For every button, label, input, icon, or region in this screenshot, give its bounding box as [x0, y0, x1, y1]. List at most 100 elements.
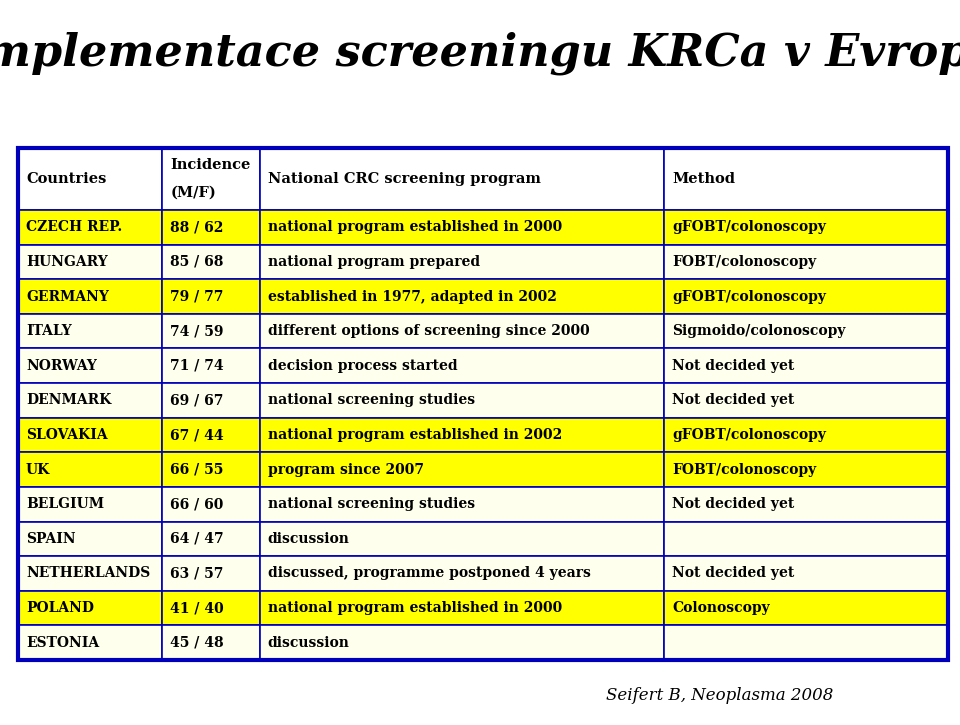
Bar — [260, 244, 664, 279]
Bar — [18, 452, 162, 487]
Bar — [664, 148, 948, 210]
Text: gFOBT/colonoscopy: gFOBT/colonoscopy — [672, 289, 827, 304]
Bar — [162, 383, 260, 418]
Bar — [260, 349, 664, 383]
Bar — [664, 521, 948, 556]
Text: discussion: discussion — [268, 532, 349, 546]
Bar — [162, 521, 260, 556]
Bar — [18, 349, 162, 383]
Bar — [260, 418, 664, 452]
Bar — [664, 244, 948, 279]
Bar — [162, 418, 260, 452]
Text: national screening studies: national screening studies — [268, 497, 475, 511]
Text: established in 1977, adapted in 2002: established in 1977, adapted in 2002 — [268, 289, 557, 304]
Bar — [18, 210, 162, 244]
Text: ITALY: ITALY — [26, 324, 72, 338]
Bar — [260, 591, 664, 626]
Text: DENMARK: DENMARK — [26, 394, 111, 407]
Text: Seifert B, Neoplasma 2008: Seifert B, Neoplasma 2008 — [607, 687, 833, 703]
Bar — [260, 521, 664, 556]
Bar — [162, 487, 260, 521]
Text: 66 / 55: 66 / 55 — [170, 463, 224, 476]
Bar — [18, 487, 162, 521]
Text: HUNGARY: HUNGARY — [26, 255, 108, 269]
Text: Sigmoido/colonoscopy: Sigmoido/colonoscopy — [672, 324, 846, 338]
Bar — [18, 148, 948, 660]
Bar — [664, 383, 948, 418]
Text: 69 / 67: 69 / 67 — [170, 394, 224, 407]
Bar — [18, 556, 162, 591]
Bar — [162, 626, 260, 660]
Text: National CRC screening program: National CRC screening program — [268, 172, 540, 186]
Text: GERMANY: GERMANY — [26, 289, 108, 304]
Bar — [664, 314, 948, 349]
Bar — [260, 383, 664, 418]
Bar — [162, 314, 260, 349]
Text: program since 2007: program since 2007 — [268, 463, 423, 476]
Bar — [18, 383, 162, 418]
Text: Colonoscopy: Colonoscopy — [672, 601, 770, 615]
Bar — [260, 487, 664, 521]
Text: 63 / 57: 63 / 57 — [170, 566, 224, 581]
Bar — [260, 626, 664, 660]
Text: Countries: Countries — [26, 172, 107, 186]
Text: national program established in 2000: national program established in 2000 — [268, 220, 562, 234]
Text: 85 / 68: 85 / 68 — [170, 255, 224, 269]
Text: different options of screening since 2000: different options of screening since 200… — [268, 324, 589, 338]
Text: POLAND: POLAND — [26, 601, 94, 615]
Bar — [664, 418, 948, 452]
Bar — [18, 279, 162, 314]
Text: 88 / 62: 88 / 62 — [170, 220, 224, 234]
Text: CZECH REP.: CZECH REP. — [26, 220, 122, 234]
Text: national program established in 2000: national program established in 2000 — [268, 601, 562, 615]
Bar — [18, 314, 162, 349]
Text: Method: Method — [672, 172, 735, 186]
Text: FOBT/colonoscopy: FOBT/colonoscopy — [672, 463, 817, 476]
Text: UK: UK — [26, 463, 50, 476]
Bar — [260, 314, 664, 349]
Text: 71 / 74: 71 / 74 — [170, 359, 224, 373]
Bar — [260, 210, 664, 244]
Bar — [162, 279, 260, 314]
Text: BELGIUM: BELGIUM — [26, 497, 104, 511]
Bar — [18, 591, 162, 626]
Text: Not decided yet: Not decided yet — [672, 497, 795, 511]
Text: Not decided yet: Not decided yet — [672, 566, 795, 581]
Text: (M/F): (M/F) — [170, 186, 216, 199]
Bar — [664, 349, 948, 383]
Bar — [664, 210, 948, 244]
Text: FOBT/colonoscopy: FOBT/colonoscopy — [672, 255, 817, 269]
Text: ESTONIA: ESTONIA — [26, 636, 99, 650]
Text: discussed, programme postponed 4 years: discussed, programme postponed 4 years — [268, 566, 590, 581]
Text: Not decided yet: Not decided yet — [672, 394, 795, 407]
Text: Implementace screeningu KRCa v Evropě: Implementace screeningu KRCa v Evropě — [0, 29, 960, 75]
Bar — [664, 452, 948, 487]
Bar — [18, 244, 162, 279]
Text: gFOBT/colonoscopy: gFOBT/colonoscopy — [672, 428, 827, 442]
Bar — [162, 210, 260, 244]
Bar — [18, 626, 162, 660]
Bar — [162, 148, 260, 210]
Text: 74 / 59: 74 / 59 — [170, 324, 224, 338]
Bar — [664, 279, 948, 314]
Bar — [260, 452, 664, 487]
Bar — [664, 487, 948, 521]
Bar — [260, 279, 664, 314]
Text: Incidence: Incidence — [170, 158, 251, 173]
Text: Not decided yet: Not decided yet — [672, 359, 795, 373]
Bar — [18, 148, 162, 210]
Bar — [664, 556, 948, 591]
Text: 67 / 44: 67 / 44 — [170, 428, 224, 442]
Text: national program established in 2002: national program established in 2002 — [268, 428, 562, 442]
Text: 66 / 60: 66 / 60 — [170, 497, 224, 511]
Text: 41 / 40: 41 / 40 — [170, 601, 224, 615]
Bar — [162, 349, 260, 383]
Text: 64 / 47: 64 / 47 — [170, 532, 224, 546]
Bar — [162, 591, 260, 626]
Bar — [162, 244, 260, 279]
Bar — [260, 556, 664, 591]
Bar — [260, 148, 664, 210]
Text: gFOBT/colonoscopy: gFOBT/colonoscopy — [672, 220, 827, 234]
Bar — [18, 418, 162, 452]
Bar — [162, 556, 260, 591]
